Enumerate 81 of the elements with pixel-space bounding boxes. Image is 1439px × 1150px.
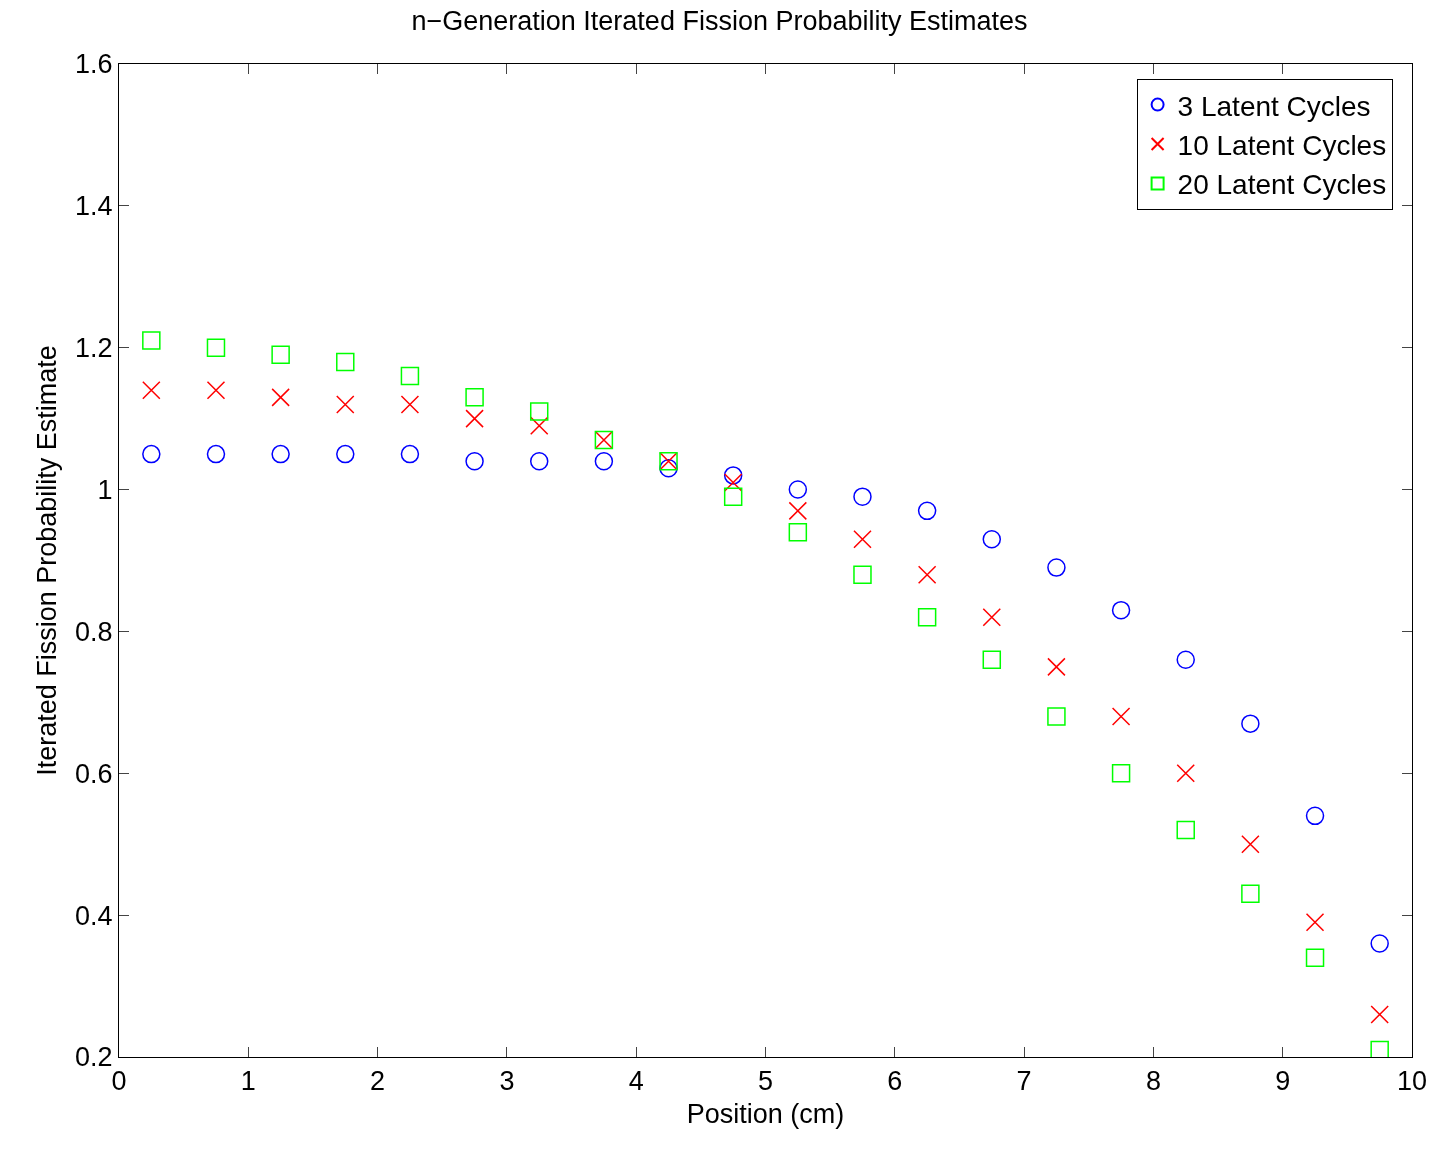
point: [1111, 600, 1131, 620]
point: [788, 501, 808, 521]
y-tick-label: 1.2: [75, 333, 113, 364]
point: [723, 473, 743, 492]
point: [1305, 948, 1325, 967]
point: [336, 352, 355, 372]
point: [982, 650, 1002, 670]
x-tick-label: 5: [757, 1066, 774, 1097]
point: [788, 480, 808, 499]
point: [1176, 820, 1195, 840]
point: [723, 487, 743, 506]
point: [206, 444, 226, 464]
x-tick-label: 7: [1016, 1066, 1032, 1097]
y-tick-label: 1.4: [75, 191, 113, 222]
x-tick-label: 10: [1396, 1066, 1428, 1097]
point: [1241, 714, 1260, 733]
legend-label: 3 Latent Cycles: [1177, 90, 1371, 122]
y-tick-label: 1.6: [75, 49, 113, 80]
point: [400, 395, 420, 414]
x-tick-label: 4: [628, 1066, 644, 1097]
point: [659, 459, 678, 478]
point: [1047, 558, 1066, 577]
x-tick-label: 0: [111, 1066, 127, 1097]
point: [465, 388, 484, 407]
point: [400, 444, 420, 464]
point: [1047, 657, 1066, 677]
point: [336, 395, 355, 414]
x-tick-label: 8: [1145, 1066, 1161, 1097]
point: [465, 409, 484, 428]
y-tick-label: 0.8: [75, 616, 113, 647]
point: [271, 388, 290, 407]
point: [142, 331, 161, 350]
point: [142, 444, 161, 464]
point: [271, 345, 290, 365]
x-tick-label: 2: [370, 1066, 386, 1097]
point: [917, 607, 937, 627]
point: [529, 451, 549, 471]
point: [1111, 764, 1131, 783]
chart-title: n−Generation Iterated Fission Probability Estimates: [411, 6, 1028, 37]
y-axis-title: Iterated Fission Probability Estimate: [32, 345, 63, 776]
point: [917, 501, 937, 521]
point: [1176, 650, 1195, 670]
point: [271, 444, 290, 464]
point: [853, 529, 872, 549]
point: [1047, 707, 1066, 726]
point: [853, 565, 872, 584]
x-tick-label: 1: [240, 1066, 256, 1097]
x-axis-title: Position (cm): [686, 1098, 845, 1129]
point: [1176, 764, 1195, 783]
point: [1241, 884, 1260, 904]
point: [465, 451, 484, 471]
point: [529, 402, 549, 421]
point: [982, 529, 1002, 549]
point: [1305, 912, 1325, 932]
point: [853, 487, 872, 506]
point: [336, 444, 355, 464]
point: [206, 338, 226, 357]
point: [1370, 1005, 1389, 1024]
point: [400, 366, 420, 386]
point: [594, 451, 614, 471]
point: [788, 522, 808, 542]
legend-label: 20 Latent Cycles: [1177, 169, 1387, 201]
x-tick-label: 6: [887, 1066, 903, 1097]
point: [1241, 834, 1260, 854]
point: [142, 381, 161, 400]
legend-label: 10 Latent Cycles: [1177, 129, 1387, 161]
y-tick-label: 0.6: [75, 758, 113, 789]
point: [206, 381, 226, 400]
point: [1111, 707, 1131, 726]
y-tick-label: 1: [97, 475, 113, 506]
y-tick-label: 0.4: [75, 900, 113, 931]
point: [1305, 806, 1325, 826]
y-tick-label: 0.2: [75, 1042, 113, 1073]
point: [982, 607, 1002, 627]
x-tick-label: 9: [1275, 1066, 1291, 1097]
point: [1370, 1040, 1389, 1057]
point: [529, 416, 549, 435]
point: [1370, 934, 1389, 953]
point: [723, 466, 743, 485]
point: [917, 565, 937, 584]
x-tick-label: 3: [499, 1066, 515, 1097]
